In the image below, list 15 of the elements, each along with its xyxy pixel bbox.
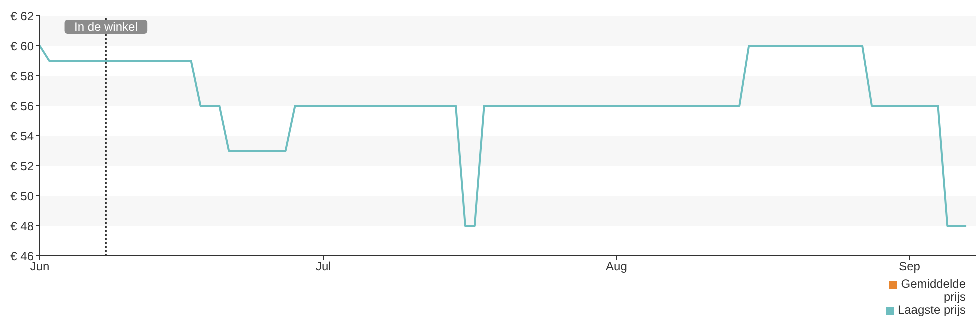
y-tick-label: € 60	[10, 39, 34, 54]
legend-label: Laagste prijs	[898, 303, 966, 317]
x-tick-label: Jul	[316, 260, 332, 274]
legend-label: Gemiddelde prijs	[901, 277, 966, 304]
y-tick-label: € 52	[10, 159, 34, 174]
x-tick-label: Sep	[899, 260, 921, 274]
y-tick-label: € 54	[10, 129, 34, 144]
y-tick-label: € 62	[10, 9, 34, 24]
y-tick-label: € 58	[10, 69, 34, 84]
y-tick-label: € 48	[10, 219, 34, 234]
y-tick-label: € 56	[10, 99, 34, 114]
x-tick-label: Aug	[606, 260, 628, 274]
ref-line-label: In de winkel	[74, 20, 138, 34]
y-tick-label: € 50	[10, 189, 34, 204]
line-series	[40, 45, 968, 227]
